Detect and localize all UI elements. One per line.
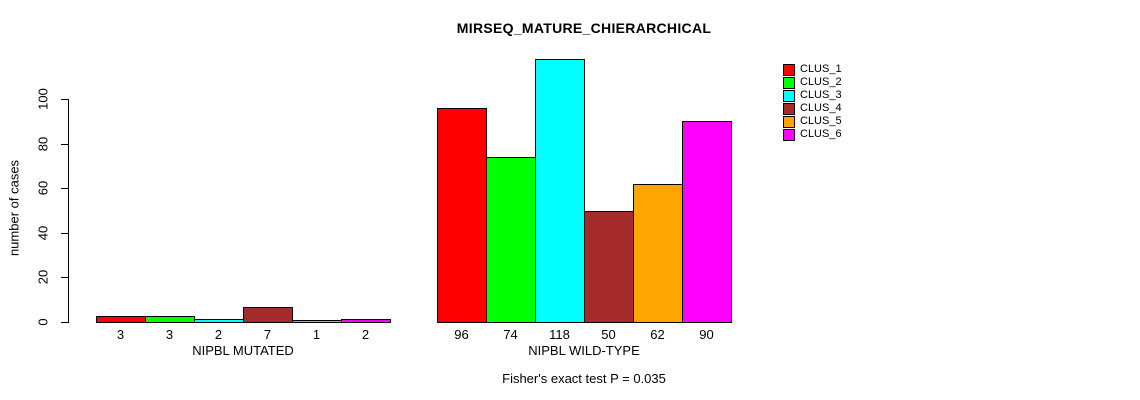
y-axis-tick [61,277,69,278]
y-axis-line [68,99,69,323]
y-axis-tick [61,322,69,323]
y-axis-tick [61,188,69,189]
bar-clus_6 [341,319,391,323]
bar-clus_3 [535,59,585,323]
y-axis-tick-label: 80 [35,136,51,152]
bar-value-label: 2 [361,327,370,342]
legend: CLUS_1 CLUS_2 CLUS_3 CLUS_4 CLUS_5 CLUS_6 [783,63,842,141]
bar-value-label: 3 [116,327,125,342]
legend-label: CLUS_5 [800,115,842,127]
bar-value-label: 50 [601,327,616,342]
legend-row: CLUS_1 [783,63,842,76]
legend-row: CLUS_6 [783,128,842,141]
legend-row: CLUS_4 [783,102,842,115]
legend-label: CLUS_3 [800,89,842,101]
legend-swatch-icon [783,102,795,115]
bar-clus_2 [145,316,195,323]
bar-clus_5 [292,320,342,323]
legend-label: CLUS_1 [800,63,842,75]
group-label: NIPBL WILD-TYPE [528,343,640,358]
legend-row: CLUS_5 [783,115,842,128]
chart-title: MIRSEQ_MATURE_CHIERARCHICAL [456,20,712,36]
bar-clus_1 [437,108,487,323]
bar-clus_2 [486,157,536,323]
legend-swatch-icon [783,63,795,76]
y-axis-tick [61,233,69,234]
y-axis-tick-label: 100 [35,88,51,110]
legend-label: CLUS_4 [800,102,842,114]
legend-label: CLUS_2 [800,76,842,88]
legend-label: CLUS_6 [800,128,842,140]
bar-value-label: 7 [263,327,272,342]
legend-swatch-icon [783,128,795,141]
legend-row: CLUS_3 [783,89,842,102]
bar-value-label: 62 [650,327,665,342]
fisher-test-annotation: Fisher's exact test P = 0.035 [502,371,666,386]
y-axis-tick [61,144,69,145]
y-axis-tick-label: 0 [35,318,51,326]
bar-value-label: 1 [312,327,321,342]
bar-value-label: 118 [549,327,570,342]
legend-row: CLUS_2 [783,76,842,89]
bar-clus_5 [633,184,683,323]
bar-value-label: 2 [214,327,223,342]
bar-value-label: 74 [503,327,518,342]
group-label: NIPBL MUTATED [192,343,294,358]
legend-swatch-icon [783,89,795,102]
bar-clus_4 [243,307,293,323]
bar-value-label: 96 [454,327,469,342]
bar-clus_6 [682,121,732,323]
y-axis-tick [61,99,69,100]
legend-swatch-icon [783,76,795,89]
legend-swatch-icon [783,115,795,128]
y-axis-tick-label: 60 [35,180,51,196]
bar-clus_3 [194,319,244,323]
y-axis-label: number of cases [6,159,22,257]
bar-value-label: 3 [165,327,174,342]
bar-value-label: 90 [699,327,714,342]
bar-clus_4 [584,211,634,323]
bar-clus_1 [96,316,146,323]
y-axis-tick-label: 20 [35,269,51,285]
y-axis-tick-label: 40 [35,225,51,241]
